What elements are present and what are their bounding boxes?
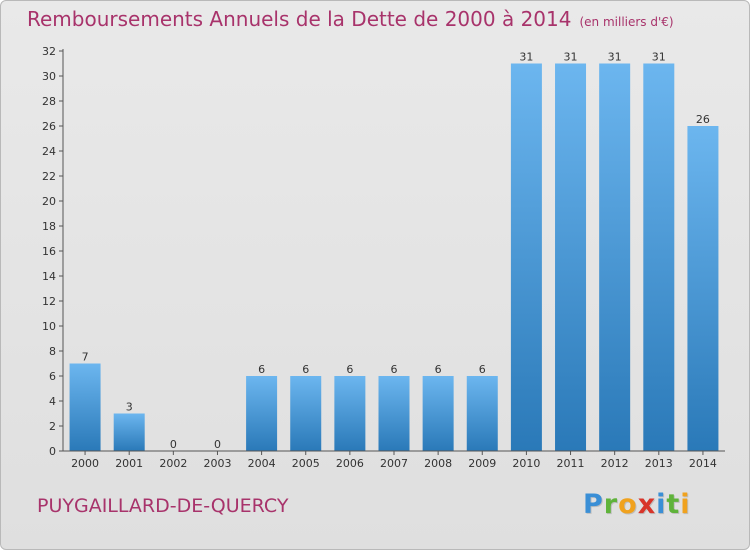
y-tick-label: 4 [49, 395, 56, 408]
chart-title-text: Remboursements Annuels de la Dette de 20… [27, 7, 572, 31]
y-tick-label: 32 [42, 45, 56, 58]
x-tick-label: 2004 [248, 457, 276, 470]
bar [599, 63, 631, 451]
logo-letter: x [637, 489, 657, 520]
data-label: 31 [519, 51, 533, 64]
y-tick-label: 28 [42, 95, 56, 108]
y-tick-label: 0 [49, 445, 56, 458]
y-tick-label: 26 [42, 120, 56, 133]
y-tick-label: 16 [42, 245, 56, 258]
data-label: 6 [258, 363, 265, 376]
logo-letter: o [618, 489, 638, 520]
data-label: 26 [696, 113, 710, 126]
data-label: 7 [82, 351, 89, 364]
y-tick-label: 2 [49, 420, 56, 433]
data-label: 31 [564, 51, 578, 64]
y-tick-label: 14 [42, 270, 56, 283]
proxiti-logo: Proxiti [583, 489, 691, 520]
bar [422, 376, 454, 451]
logo-letter: P [583, 489, 604, 520]
logo-letter: i [656, 489, 667, 520]
logo-letter: i [680, 489, 691, 520]
bar [555, 63, 587, 451]
y-tick-label: 12 [42, 295, 56, 308]
x-tick-label: 2002 [159, 457, 187, 470]
x-tick-label: 2005 [292, 457, 320, 470]
chart-title: Remboursements Annuels de la Dette de 20… [27, 7, 674, 31]
data-label: 6 [346, 363, 353, 376]
data-label: 6 [302, 363, 309, 376]
x-tick-label: 2013 [645, 457, 673, 470]
y-tick-label: 30 [42, 70, 56, 83]
y-tick-label: 22 [42, 170, 56, 183]
x-tick-label: 2003 [203, 457, 231, 470]
x-tick-label: 2001 [115, 457, 143, 470]
y-tick-label: 18 [42, 220, 56, 233]
data-label: 0 [170, 438, 177, 451]
x-tick-label: 2010 [512, 457, 540, 470]
x-tick-label: 2006 [336, 457, 364, 470]
data-label: 6 [391, 363, 398, 376]
bar [643, 63, 675, 451]
bar [687, 126, 719, 451]
bar [113, 413, 145, 451]
data-label: 31 [608, 51, 622, 64]
bar [69, 363, 101, 451]
x-tick-label: 2000 [71, 457, 99, 470]
y-tick-label: 6 [49, 370, 56, 383]
x-tick-label: 2009 [468, 457, 496, 470]
data-label: 6 [479, 363, 486, 376]
bar [246, 376, 278, 451]
bar [510, 63, 542, 451]
x-tick-label: 2007 [380, 457, 408, 470]
logo-letter: r [603, 489, 619, 520]
y-tick-label: 24 [42, 145, 56, 158]
commune-name: PUYGAILLARD-DE-QUERCY [37, 495, 289, 517]
bar [290, 376, 322, 451]
data-label: 31 [652, 51, 666, 64]
y-tick-label: 8 [49, 345, 56, 358]
chart-unit: (en milliers d'€) [579, 15, 674, 29]
y-tick-label: 10 [42, 320, 56, 333]
data-label: 6 [435, 363, 442, 376]
x-tick-label: 2014 [689, 457, 717, 470]
data-label: 0 [214, 438, 221, 451]
y-tick-label: 20 [42, 195, 56, 208]
bar [466, 376, 498, 451]
x-tick-label: 2011 [557, 457, 585, 470]
data-label: 3 [126, 401, 133, 414]
logo-letter: t [666, 489, 681, 520]
bar [378, 376, 410, 451]
bar [334, 376, 366, 451]
x-tick-label: 2012 [601, 457, 629, 470]
x-tick-label: 2008 [424, 457, 452, 470]
